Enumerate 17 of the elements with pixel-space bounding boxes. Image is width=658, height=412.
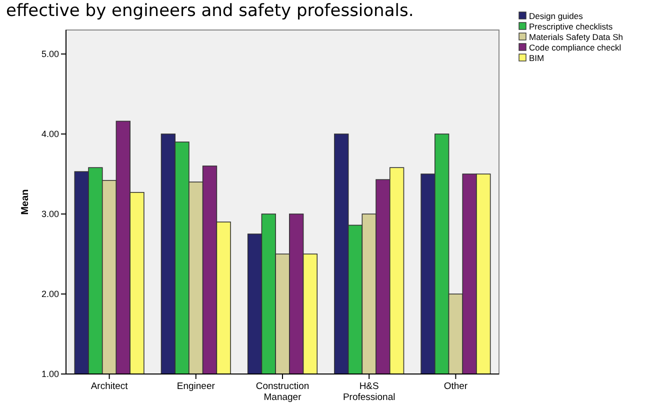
y-tick-label: 3.00 — [41, 209, 59, 220]
x-tick-label: Engineer — [176, 381, 215, 392]
legend-label: Materials Safety Data Sh — [529, 32, 624, 42]
x-tick-label: Other — [444, 381, 468, 392]
y-tick-label: 2.00 — [41, 289, 59, 300]
legend-label: Code compliance checkl — [529, 42, 622, 52]
x-tick-label: Architect — [90, 381, 128, 392]
x-tick-label: H&S Professional — [342, 381, 396, 403]
y-tick-label: 5.00 — [41, 49, 59, 60]
legend-label: Prescriptive checklists — [529, 21, 613, 32]
legend-label: Design guides — [529, 10, 583, 21]
text: effective by engineers and safety professionals. — [6, 1, 414, 21]
y-tick-label: 1.00 — [41, 369, 59, 380]
legend-label: BIM — [529, 52, 544, 63]
x-tick-label: Construction Manager — [256, 381, 310, 403]
y-axis-title: Mean — [20, 189, 31, 215]
y-tick-label: 4.00 — [41, 129, 59, 140]
